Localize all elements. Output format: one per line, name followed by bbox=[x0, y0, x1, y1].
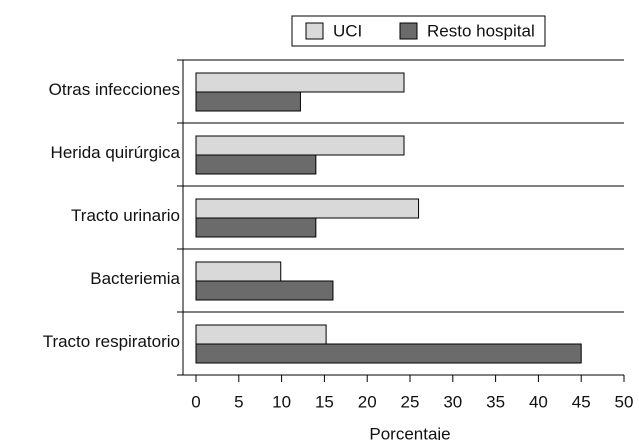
legend-label: UCI bbox=[333, 21, 362, 40]
y-tick-label: Tracto urinario bbox=[71, 206, 180, 225]
x-tick-label: 5 bbox=[234, 392, 243, 411]
legend-label: Resto hospital bbox=[427, 21, 535, 40]
bar bbox=[195, 324, 327, 345]
legend-box bbox=[291, 15, 546, 47]
y-tick-label: Tracto respiratorio bbox=[43, 332, 180, 351]
x-tick-label: 40 bbox=[529, 392, 548, 411]
bar bbox=[195, 72, 405, 93]
x-axis-label: Porcentaje bbox=[369, 424, 450, 440]
bar bbox=[195, 261, 282, 282]
y-tick-label: Herida quirúrgica bbox=[51, 143, 181, 162]
legend-swatch bbox=[399, 22, 418, 40]
x-tick-label: 45 bbox=[572, 392, 591, 411]
y-tick-label: Otras infecciones bbox=[49, 80, 180, 99]
x-tick-label: 20 bbox=[358, 392, 377, 411]
bar bbox=[195, 154, 317, 175]
x-tick-label: 35 bbox=[486, 392, 505, 411]
x-tick-label: 25 bbox=[401, 392, 420, 411]
y-tick-label: Bacteriemia bbox=[90, 269, 180, 288]
bar bbox=[195, 280, 334, 301]
bar bbox=[195, 91, 301, 112]
x-tick-label: 15 bbox=[315, 392, 334, 411]
x-tick-label: 0 bbox=[191, 392, 200, 411]
legend-swatch bbox=[305, 22, 324, 40]
bar bbox=[195, 135, 405, 156]
bar bbox=[195, 198, 420, 219]
x-tick-label: 10 bbox=[272, 392, 291, 411]
bar bbox=[195, 343, 582, 364]
x-tick-label: 50 bbox=[615, 392, 634, 411]
x-tick-label: 30 bbox=[443, 392, 462, 411]
bar bbox=[195, 217, 317, 238]
